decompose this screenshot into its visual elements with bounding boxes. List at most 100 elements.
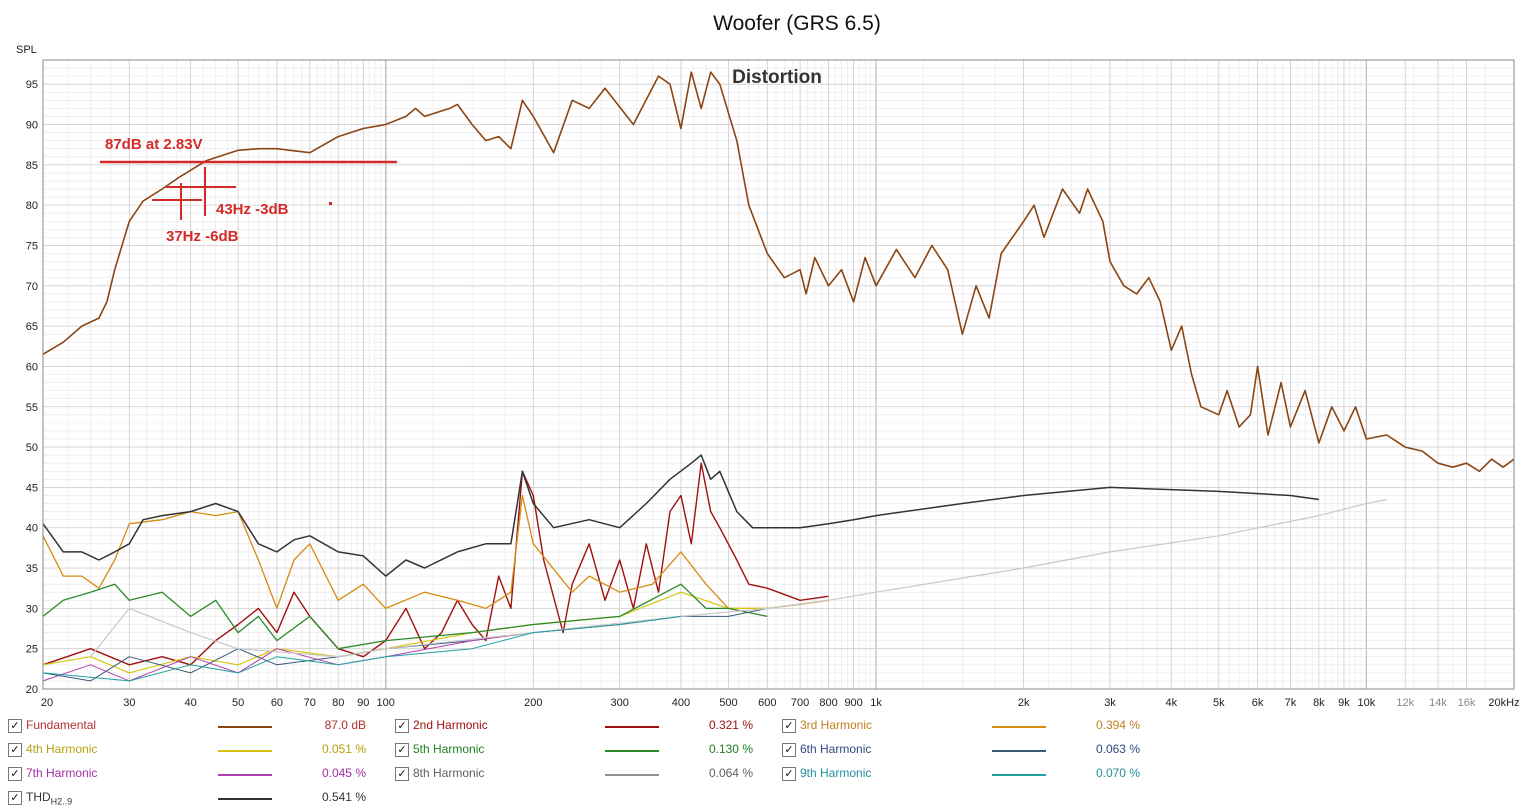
x-tick-label: 4k [1165, 697, 1177, 709]
legend-value: 0.051 % [321, 742, 366, 756]
legend-checkbox[interactable]: ✓ [8, 791, 22, 805]
legend-value: 0.063 % [1095, 742, 1140, 756]
legend-checkbox[interactable]: ✓ [395, 719, 409, 733]
legend-item[interactable]: ✓ 8th Harmonic 0.064 % [395, 764, 765, 784]
x-tick-label: 80 [332, 697, 344, 709]
y-tick-label: 65 [26, 321, 38, 333]
legend-checkbox[interactable]: ✓ [782, 719, 796, 733]
x-tick-label: 40 [184, 697, 196, 709]
x-tick-label: 20kHz [1488, 697, 1519, 709]
legend-value: 0.541 % [321, 790, 366, 804]
legend-checkbox[interactable]: ✓ [8, 719, 22, 733]
grid-lines [42, 59, 1515, 690]
legend-checkbox[interactable]: ✓ [395, 743, 409, 757]
legend-swatch [992, 726, 1046, 728]
x-tick-label: 20 [41, 697, 53, 709]
legend-swatch [218, 798, 272, 800]
legend-swatch [218, 774, 272, 776]
legend-checkbox[interactable]: ✓ [395, 767, 409, 781]
x-tick-label: 30 [123, 697, 135, 709]
x-tick-label: 700 [791, 697, 809, 709]
x-tick-label: 300 [610, 697, 628, 709]
y-tick-label: 55 [26, 402, 38, 414]
series-line-8th-harmonic [90, 498, 1387, 658]
legend-item[interactable]: ✓ 7th Harmonic 0.045 % [8, 764, 378, 784]
legend-value: 87.0 dB [324, 718, 366, 732]
legend-swatch [605, 750, 659, 752]
y-tick-label: 80 [26, 200, 38, 212]
y-tick-label: 95 [26, 79, 38, 91]
legend-name: 2nd Harmonic [413, 718, 488, 732]
legend-checkbox[interactable]: ✓ [782, 767, 796, 781]
plot-frame [42, 59, 1515, 690]
y-tick-label: 45 [26, 482, 38, 494]
x-tick-label: 90 [357, 697, 369, 709]
x-tick-label: 400 [672, 697, 690, 709]
series-layer [42, 71, 1515, 682]
series-line-9th-harmonic [42, 615, 681, 682]
x-tick-label: 2k [1018, 697, 1030, 709]
legend-item[interactable]: ✓ 9th Harmonic 0.070 % [782, 764, 1152, 784]
x-tick-label: 100 [377, 697, 395, 709]
legend-name: 8th Harmonic [413, 766, 485, 780]
x-tick-label: 800 [819, 697, 837, 709]
x-tick-label: 70 [304, 697, 316, 709]
legend-name: 6th Harmonic [800, 742, 872, 756]
y-axis-label: SPL [16, 44, 37, 56]
x-tick-labels: 20 30 40 50 60 70 80 90 100 200 300 400 500 600 700 800… [41, 697, 1520, 709]
legend-checkbox[interactable]: ✓ [8, 767, 22, 781]
legend-name: THDH2..9 [26, 790, 73, 807]
x-tick-label: 12k [1396, 697, 1414, 709]
series-line-2nd-harmonic [42, 462, 829, 666]
y-tick-label: 70 [26, 281, 38, 293]
y-tick-label: 20 [26, 684, 38, 696]
legend-value: 0.070 % [1095, 766, 1140, 780]
x-tick-label: 600 [758, 697, 776, 709]
legend-swatch [605, 726, 659, 728]
y-tick-label: 90 [26, 120, 38, 132]
legend-name: 3rd Harmonic [800, 718, 873, 732]
series-line-fundamental [42, 71, 1515, 473]
y-tick-label: 85 [26, 160, 38, 172]
legend: ✓ Fundamental 87.0 dB ✓ 2nd Harmonic 0.321 % ✓… [0, 712, 1532, 812]
legend-item[interactable]: ✓ 5th Harmonic 0.130 % [395, 740, 765, 760]
x-tick-label: 16k [1458, 697, 1476, 709]
legend-checkbox[interactable]: ✓ [8, 743, 22, 757]
legend-item[interactable]: ✓ 2nd Harmonic 0.321 % [395, 716, 765, 736]
chart-title: Woofer (GRS 6.5) [713, 12, 881, 35]
legend-item[interactable]: ✓ THDH2..9 0.541 % [8, 788, 378, 808]
x-tick-label: 5k [1213, 697, 1225, 709]
x-tick-label: 14k [1429, 697, 1447, 709]
y-tick-label: 60 [26, 361, 38, 373]
x-tick-label: 50 [232, 697, 244, 709]
legend-name: Fundamental [26, 718, 97, 732]
annotation-87db-text: 87dB at 2.83V [105, 136, 203, 153]
legend-checkbox[interactable]: ✓ [782, 743, 796, 757]
legend-value: 0.321 % [708, 718, 753, 732]
legend-name: 4th Harmonic [26, 742, 98, 756]
legend-swatch [605, 774, 659, 776]
legend-swatch [218, 750, 272, 752]
legend-item[interactable]: ✓ 3rd Harmonic 0.394 % [782, 716, 1152, 736]
series-line-thd-h2-9 [42, 454, 1320, 577]
annotation-dot [329, 202, 332, 205]
annotation-43hz-text: 43Hz -3dB [216, 201, 289, 218]
x-tick-label: 500 [719, 697, 737, 709]
y-tick-label: 50 [26, 442, 38, 454]
legend-item[interactable]: ✓ Fundamental 87.0 dB [8, 716, 378, 736]
legend-swatch [218, 726, 272, 728]
series-line-3rd-harmonic [42, 494, 829, 610]
y-tick-label: 40 [26, 523, 38, 535]
legend-swatch [992, 750, 1046, 752]
y-tick-label: 35 [26, 563, 38, 575]
legend-name: 7th Harmonic [26, 766, 98, 780]
y-tick-label: 25 [26, 644, 38, 656]
x-tick-label: 900 [844, 697, 862, 709]
legend-value: 0.394 % [1095, 718, 1140, 732]
legend-item[interactable]: ✓ 6th Harmonic 0.063 % [782, 740, 1152, 760]
legend-item[interactable]: ✓ 4th Harmonic 0.051 % [8, 740, 378, 760]
series-line-5th-harmonic [42, 583, 768, 650]
annotation-37hz-text: 37Hz -6dB [166, 228, 239, 245]
x-tick-label: 60 [271, 697, 283, 709]
legend-value: 0.064 % [708, 766, 753, 780]
